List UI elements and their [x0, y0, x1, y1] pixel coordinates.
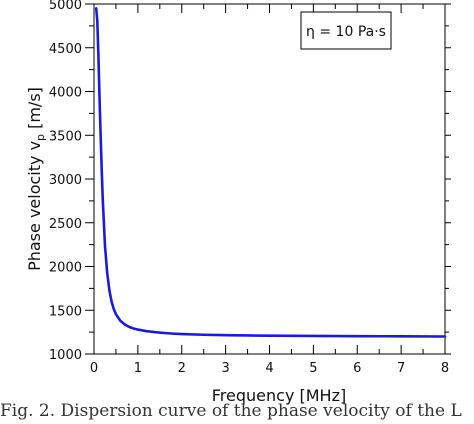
y-axis-title-main: Phase velocity v [25, 141, 44, 271]
x-tick-label: 7 [397, 361, 405, 376]
y-axis-title: Phase velocity vp [m/s] [25, 87, 47, 271]
y-tick-label: 1000 [49, 348, 82, 363]
y-tick-label: 4500 [49, 42, 82, 57]
legend: η = 10 Pa·s [300, 11, 392, 50]
y-tick-label: 3000 [49, 173, 82, 188]
figure-caption: Fig. 2. Dispersion curve of the phase ve… [0, 401, 462, 421]
y-tick-label: 3500 [49, 129, 82, 144]
y-axis-title-unit: [m/s] [25, 87, 44, 134]
legend-frame [300, 11, 392, 50]
x-tick-label: 0 [90, 361, 98, 376]
plot-border [93, 3, 446, 355]
y-axis-title-subscript: p [34, 134, 47, 141]
x-tick-label: 8 [441, 361, 449, 376]
series-line [94, 7, 447, 338]
x-tick-label: 3 [221, 361, 229, 376]
tick-labels: 0 1 2 3 4 5 6 7 8 1000 1500 2000 2500 3000 3500 4000 450… [49, 0, 449, 376]
x-tick-label: 1 [134, 361, 142, 376]
series-layer [94, 7, 447, 338]
y-tick-label: 1500 [49, 304, 82, 319]
axis-ticks [85, 3, 451, 355]
x-axis-title: Frequency [MHz] [212, 386, 346, 405]
x-tick-label: 5 [309, 361, 317, 376]
y-tick-label: 2000 [49, 261, 82, 276]
legend-text: η = 10 Pa·s [306, 24, 386, 40]
plot-frame [93, 3, 446, 355]
x-tick-label: 2 [178, 361, 186, 376]
x-tick-label: 4 [265, 361, 273, 376]
y-tick-label: 5000 [49, 0, 82, 13]
y-tick-label: 4000 [49, 86, 82, 101]
x-tick-label: 6 [353, 361, 361, 376]
y-tick-label: 2500 [49, 217, 82, 232]
